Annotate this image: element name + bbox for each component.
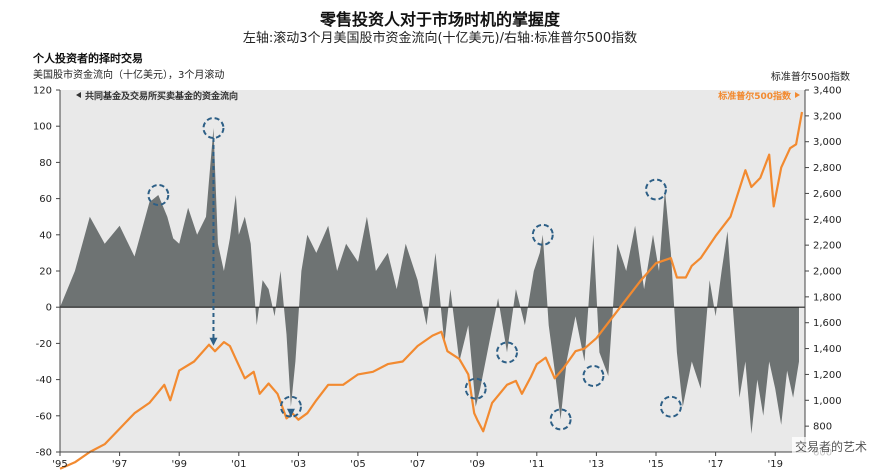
left-axis-label: 美国股市资金流向（十亿美元），3个月滚动	[33, 70, 225, 81]
right-tick-label: 2,600	[813, 189, 842, 200]
right-tick-label: 2,000	[813, 267, 842, 278]
left-tick-label: 0	[46, 303, 52, 314]
annotation-circle	[549, 408, 572, 431]
x-tick-label: '13	[589, 459, 604, 470]
flow-legend-marker	[76, 92, 81, 98]
annotation-arrowhead	[286, 408, 295, 417]
annotation-circle	[147, 183, 170, 206]
left-tick-label: 20	[39, 267, 52, 278]
chart-title: 零售投资人对于市场时机的掌握度	[319, 10, 560, 29]
left-tick-label: 60	[39, 194, 52, 205]
right-tick-label: 3,200	[813, 111, 842, 122]
right-tick-label: 1,000	[813, 396, 842, 407]
right-tick-label: 1,400	[813, 344, 842, 355]
right-tick-label: 1,200	[813, 370, 842, 381]
watermark: 交易者的艺术	[791, 437, 870, 456]
left-tick-label: 120	[33, 86, 52, 97]
x-tick-label: '95	[52, 459, 67, 470]
right-tick-label: 800	[813, 422, 832, 433]
x-tick-label: '01	[231, 459, 246, 470]
left-tick-label: 80	[39, 158, 52, 169]
annotation-circle	[496, 341, 518, 364]
annotation-circle	[279, 395, 302, 418]
x-tick-label: '07	[410, 459, 425, 470]
annotation-circle	[659, 395, 682, 418]
annotation-layer	[147, 117, 682, 431]
x-tick-label: '19	[767, 459, 782, 470]
chart-subtitle: 左轴:滚动3个月美国股市资金流向(十亿美元)/右轴:标准普尔500指数	[242, 31, 638, 46]
flow-area	[60, 128, 799, 434]
x-tick-label: '05	[350, 459, 365, 470]
sp500-line	[59, 111, 804, 470]
left-tick-label: -60	[36, 411, 52, 422]
axes-layer: 120 100 80 60 40 20 0 -20 -40 -60 -80 3,400 3,200 3,0…	[33, 86, 842, 471]
left-tick-label: 40	[39, 230, 52, 241]
flow-legend-label: 共同基金及交易所买卖基金的资金流向	[85, 90, 238, 102]
right-tick-label: 2,400	[813, 215, 842, 226]
right-tick-label: 2,200	[813, 241, 842, 252]
left-tick-label: -40	[36, 375, 52, 386]
annotation-circle	[582, 364, 605, 387]
sp500-legend-label: 标准普尔500指数	[717, 90, 792, 102]
right-tick-label: 1,600	[813, 318, 842, 329]
right-tick-label: 3,400	[813, 86, 842, 97]
sp500-line-layer	[59, 111, 804, 470]
annotation-circle	[464, 377, 487, 400]
flow-area-layer	[60, 128, 799, 434]
annotation-circle	[202, 117, 225, 140]
panel-title: 个人投资者的择时交易	[33, 52, 143, 65]
right-tick-label: 3,000	[813, 137, 842, 148]
x-tick-label: '97	[112, 459, 127, 470]
sp500-legend-marker	[795, 92, 800, 98]
left-tick-label: -80	[36, 448, 52, 459]
left-tick-label: -20	[36, 339, 52, 350]
right-tick-label: 1,800	[813, 292, 842, 303]
right-tick-label: 2,800	[813, 163, 842, 174]
x-tick-label: '15	[648, 459, 663, 470]
x-tick-label: '09	[469, 459, 484, 470]
x-tick-label: '11	[529, 459, 544, 470]
right-axis-label: 标准普尔500指数	[770, 72, 850, 83]
annotation-circle	[531, 223, 554, 246]
annotation-arrowhead	[209, 337, 218, 346]
legend-layer: 共同基金及交易所买卖基金的资金流向 标准普尔500指数	[76, 90, 800, 102]
x-tick-label: '99	[171, 459, 186, 470]
annotation-circle	[645, 178, 667, 201]
x-tick-label: '03	[291, 459, 306, 470]
left-tick-label: 100	[33, 122, 52, 133]
x-tick-label: '17	[708, 459, 723, 470]
